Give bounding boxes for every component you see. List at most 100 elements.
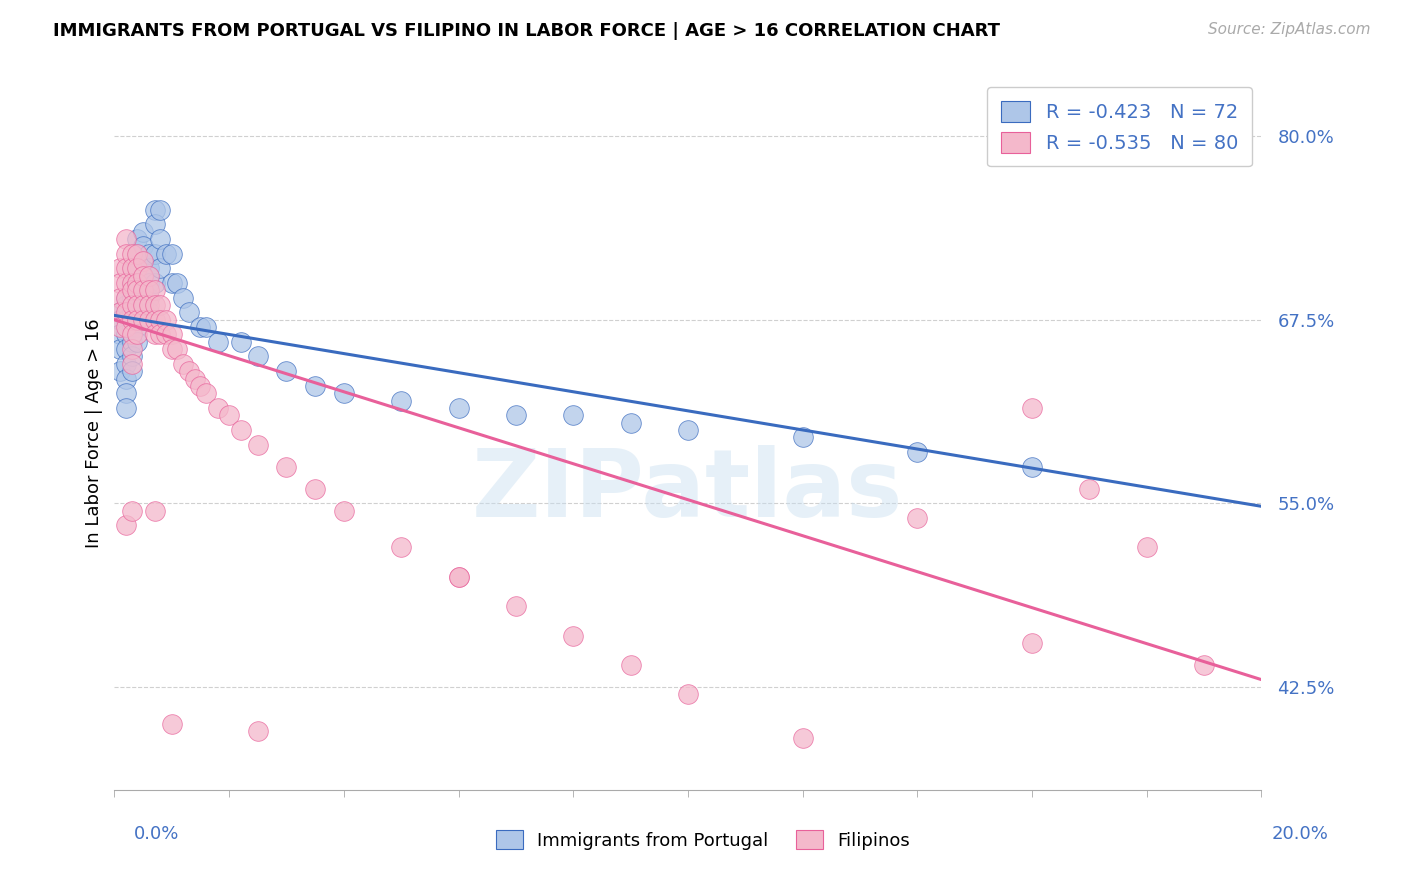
- Point: [121, 504, 143, 518]
- Point: [1078, 482, 1101, 496]
- Point: [138, 291, 160, 305]
- Point: [229, 423, 252, 437]
- Point: [138, 261, 160, 276]
- Text: Source: ZipAtlas.com: Source: ZipAtlas.com: [1208, 22, 1371, 37]
- Point: [121, 305, 143, 319]
- Point: [108, 327, 131, 342]
- Point: [229, 334, 252, 349]
- Point: [143, 246, 166, 260]
- Point: [121, 298, 143, 312]
- Point: [218, 409, 240, 423]
- Point: [132, 254, 155, 268]
- Point: [115, 276, 138, 290]
- Point: [149, 327, 172, 342]
- Point: [505, 409, 527, 423]
- Point: [132, 225, 155, 239]
- Point: [149, 261, 172, 276]
- Point: [132, 298, 155, 312]
- Point: [127, 232, 149, 246]
- Text: IMMIGRANTS FROM PORTUGAL VS FILIPINO IN LABOR FORCE | AGE > 16 CORRELATION CHART: IMMIGRANTS FROM PORTUGAL VS FILIPINO IN …: [53, 22, 1001, 40]
- Point: [562, 409, 585, 423]
- Point: [1136, 541, 1159, 555]
- Point: [905, 445, 928, 459]
- Point: [127, 276, 149, 290]
- Point: [127, 320, 149, 334]
- Point: [132, 284, 155, 298]
- Point: [115, 261, 138, 276]
- Point: [166, 276, 188, 290]
- Point: [155, 312, 177, 326]
- Point: [108, 261, 131, 276]
- Point: [115, 232, 138, 246]
- Point: [143, 504, 166, 518]
- Point: [127, 284, 149, 298]
- Point: [149, 312, 172, 326]
- Point: [676, 423, 699, 437]
- Point: [115, 386, 138, 401]
- Point: [149, 232, 172, 246]
- Point: [127, 261, 149, 276]
- Point: [190, 320, 212, 334]
- Point: [160, 342, 183, 356]
- Point: [108, 312, 131, 326]
- Point: [143, 284, 166, 298]
- Point: [121, 291, 143, 305]
- Point: [304, 482, 326, 496]
- Point: [143, 312, 166, 326]
- Point: [132, 268, 155, 283]
- Point: [121, 350, 143, 364]
- Point: [389, 541, 412, 555]
- Point: [127, 312, 149, 326]
- Y-axis label: In Labor Force | Age > 16: In Labor Force | Age > 16: [86, 318, 103, 549]
- Point: [160, 246, 183, 260]
- Point: [132, 239, 155, 253]
- Point: [115, 298, 138, 312]
- Point: [108, 305, 131, 319]
- Point: [676, 687, 699, 701]
- Point: [115, 246, 138, 260]
- Point: [166, 342, 188, 356]
- Point: [1192, 657, 1215, 672]
- Point: [132, 284, 155, 298]
- Point: [447, 401, 470, 415]
- Point: [127, 276, 149, 290]
- Point: [562, 629, 585, 643]
- Point: [155, 246, 177, 260]
- Point: [160, 276, 183, 290]
- Point: [792, 430, 814, 444]
- Legend: Immigrants from Portugal, Filipinos: Immigrants from Portugal, Filipinos: [485, 820, 921, 861]
- Point: [121, 334, 143, 349]
- Point: [121, 312, 143, 326]
- Point: [160, 327, 183, 342]
- Point: [132, 298, 155, 312]
- Point: [143, 298, 166, 312]
- Point: [127, 246, 149, 260]
- Point: [172, 357, 194, 371]
- Point: [115, 305, 138, 319]
- Point: [121, 261, 143, 276]
- Legend: R = -0.423   N = 72, R = -0.535   N = 80: R = -0.423 N = 72, R = -0.535 N = 80: [987, 87, 1251, 167]
- Text: ZIPatlas: ZIPatlas: [472, 444, 904, 537]
- Point: [143, 276, 166, 290]
- Point: [160, 716, 183, 731]
- Point: [207, 334, 229, 349]
- Point: [1021, 636, 1043, 650]
- Point: [276, 364, 298, 378]
- Point: [619, 416, 641, 430]
- Point: [127, 291, 149, 305]
- Point: [138, 305, 160, 319]
- Point: [115, 357, 138, 371]
- Text: 0.0%: 0.0%: [134, 825, 179, 843]
- Point: [108, 276, 131, 290]
- Point: [138, 246, 160, 260]
- Point: [190, 379, 212, 393]
- Point: [143, 202, 166, 217]
- Point: [447, 570, 470, 584]
- Point: [127, 298, 149, 312]
- Point: [132, 312, 155, 326]
- Point: [195, 386, 218, 401]
- Point: [333, 386, 356, 401]
- Point: [183, 371, 205, 385]
- Point: [132, 254, 155, 268]
- Point: [115, 327, 138, 342]
